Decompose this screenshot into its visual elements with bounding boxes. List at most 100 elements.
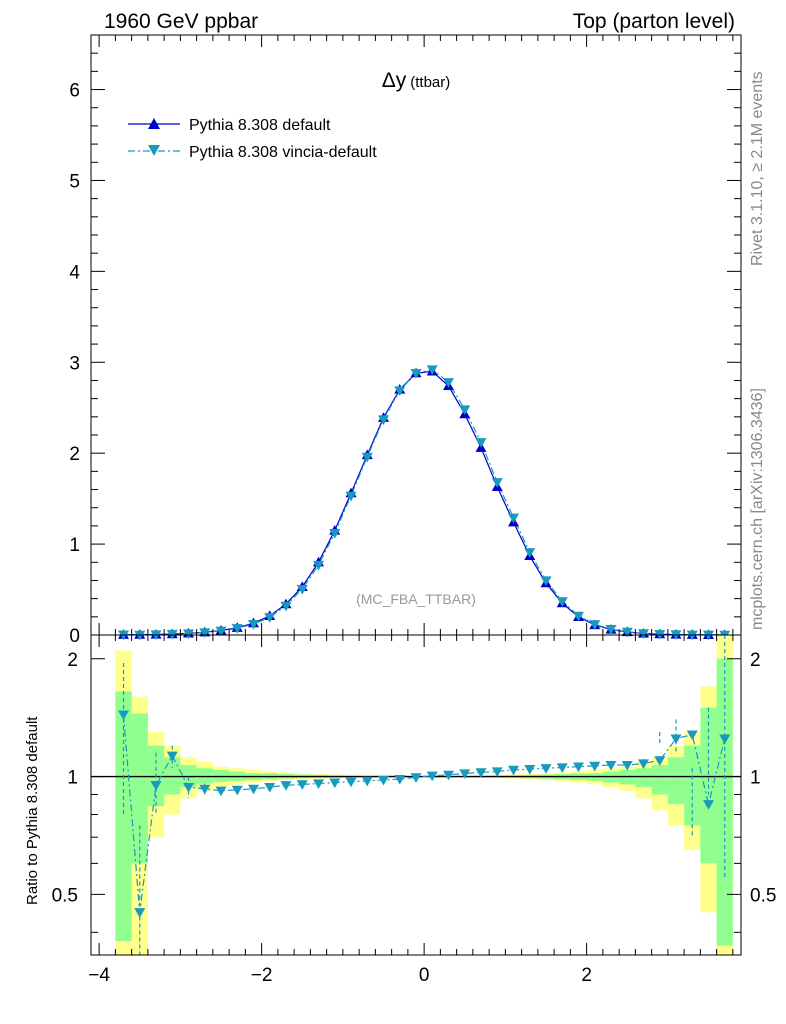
analysis-annotation: (MC_FBA_TTBAR) [356,591,476,607]
data-point [329,529,341,539]
legend-marker-vincia [148,145,160,156]
main-title-suffix: (ttbar) [410,74,450,91]
ratio-y-tick-label-right: 0.5 [750,885,776,906]
ratio-band-stat [196,768,213,784]
ratio-point [638,759,649,769]
ratio-point [118,710,129,721]
ratio-band-stat [651,765,668,795]
legend-marker-default [148,118,160,129]
ratio-point [459,769,471,780]
ratio-point [280,781,292,791]
data-point [378,415,389,426]
ratio-point [410,773,422,783]
data-point [638,629,649,639]
legend-label-vincia: Pythia 8.308 vincia-default [189,144,377,161]
ratio-point [394,775,406,785]
mcplots-label: mcplots.cern.ch [arXiv:1306.3436] [749,388,766,630]
data-point [459,405,471,416]
ratio-point [621,760,633,771]
ratio-point [703,800,714,810]
ratio-point [573,762,584,773]
ratio-point [248,784,259,795]
ratio-panel: −4 −2 0 2 0.5 0.5 1 1 2 2 [52,634,776,986]
x-tick-label: 2 [581,965,592,986]
legend-label-default: Pythia 8.308 default [189,117,331,134]
ratio-band-stat [212,769,230,782]
data-point [280,601,292,612]
ratio-point [378,775,389,786]
x-tick-label: −2 [251,965,273,986]
rivet-label: Rivet 3.1.10, ≥ 2.1M events [749,71,766,266]
ratio-band-stat [716,658,733,946]
ratio-point [491,767,503,778]
data-point [183,629,194,639]
ratio-point [150,781,162,791]
data-point [296,584,308,595]
ratio-point [231,785,243,796]
ratio-point [215,786,227,797]
data-point [426,365,438,376]
ratio-band-stat [164,757,181,795]
data-point [248,619,259,630]
data-point [215,626,227,637]
ratio-point [605,760,617,771]
ratio-point [556,763,568,773]
ratio-point [686,730,698,741]
ratio-frame [90,634,742,956]
ratio-band-stat [635,768,652,788]
data-point [540,576,552,586]
ratio-point [426,771,438,782]
ratio-point [166,751,178,762]
data-point [491,478,503,488]
y-tick-label: 2 [69,444,80,465]
data-point [508,513,519,524]
y-tick-label: 4 [69,262,80,283]
ratio-point [443,770,454,781]
main-panel: 0 1 2 3 4 5 6 [69,34,742,647]
ratio-point [719,734,731,745]
main-title-symbol: Δy [382,69,407,92]
ratio-point [540,764,552,774]
ratio-point [183,782,194,793]
ratio-y-tick-label-right: 1 [750,768,761,789]
ratio-point [654,756,666,766]
data-point [443,378,454,388]
data-point [605,625,617,635]
ratio-band-stat [131,713,148,864]
ratio-y-tick-label: 1 [67,768,78,789]
legend: Pythia 8.308 default Pythia 8.308 vincia… [128,117,377,161]
y-tick-label: 0 [69,626,80,647]
ratio-point [589,761,601,772]
ratio-ylabel: Ratio to Pythia 8.308 default [24,716,41,905]
ratio-point [670,734,682,745]
data-point [524,548,536,558]
ratio-point [296,780,308,790]
y-tick-label: 1 [69,535,80,556]
ratio-y-tick-label: 2 [67,650,78,671]
ratio-point [134,908,146,918]
ratio-point [508,765,519,776]
x-tick-label: −4 [88,965,110,986]
main-title: Δy (ttbar) [382,69,451,92]
ratio-series-line [122,714,726,913]
x-tick-label: 0 [419,965,430,986]
header-right: Top (parton level) [573,10,735,33]
ratio-point [361,776,373,787]
data-point [589,620,601,630]
ratio-band-stat [667,757,685,805]
data-point [394,386,406,396]
data-point [621,627,633,638]
data-point [199,628,211,638]
data-point [313,560,324,571]
ratio-y-tick-label-right: 2 [750,650,761,671]
y-tick-label: 3 [69,353,80,374]
data-point [231,624,243,634]
data-point [475,438,487,448]
ratio-point [199,784,211,795]
header-left: 1960 GeV ppbar [104,10,258,33]
data-point [573,611,584,622]
data-point [556,597,568,607]
data-point [345,491,357,502]
ratio-point [345,777,357,788]
